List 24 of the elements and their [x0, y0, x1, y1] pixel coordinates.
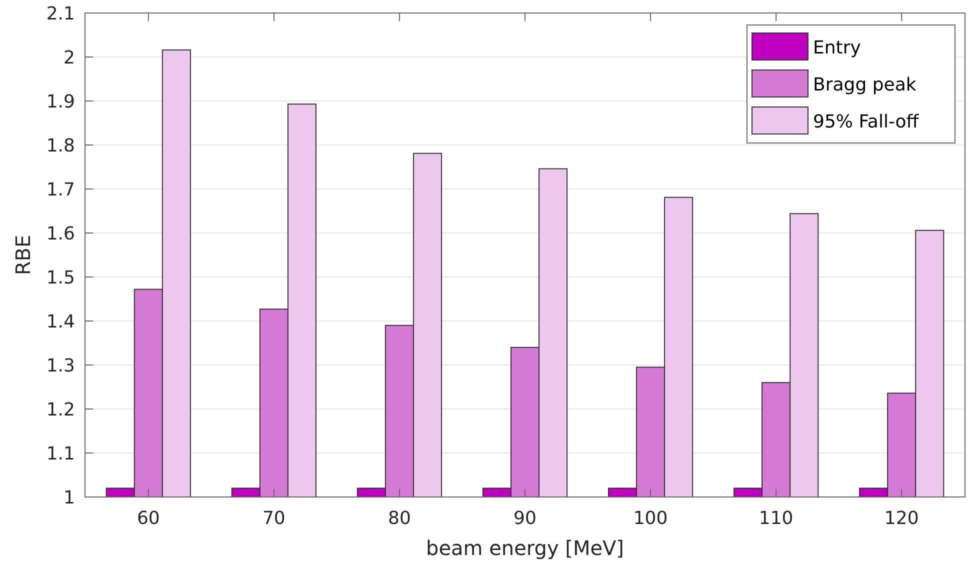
- y-tick-label: 1.6: [46, 223, 75, 244]
- legend-label: Entry: [813, 37, 862, 58]
- x-tick-label: 100: [633, 508, 668, 529]
- y-tick-label: 1.5: [46, 267, 75, 288]
- y-tick-label: 2: [64, 47, 75, 68]
- legend-label: 95% Fall-off: [813, 111, 920, 132]
- x-tick-label: 110: [758, 508, 794, 529]
- x-tick-label: 70: [262, 508, 286, 529]
- x-tick-label: 60: [136, 508, 160, 529]
- y-tick-label: 1.7: [46, 179, 75, 200]
- y-axis-title: RBE: [11, 234, 35, 276]
- y-tick-label: 2.1: [46, 3, 75, 24]
- y-tick-label: 1: [64, 487, 75, 508]
- y-tick-label: 1.9: [46, 91, 75, 112]
- y-tick-label: 1.8: [46, 135, 75, 156]
- y-tick-label: 1.2: [46, 399, 75, 420]
- y-tick-label: 1.4: [46, 311, 75, 332]
- x-axis-title: beam energy [MeV]: [426, 536, 624, 560]
- y-tick-label: 1.1: [46, 443, 75, 464]
- x-tick-label: 90: [514, 508, 536, 529]
- legend-label: Bragg peak: [813, 74, 917, 96]
- y-tick-label: 1.3: [46, 355, 75, 376]
- x-tick-label: 120: [884, 508, 919, 529]
- x-tick-label: 80: [388, 508, 411, 529]
